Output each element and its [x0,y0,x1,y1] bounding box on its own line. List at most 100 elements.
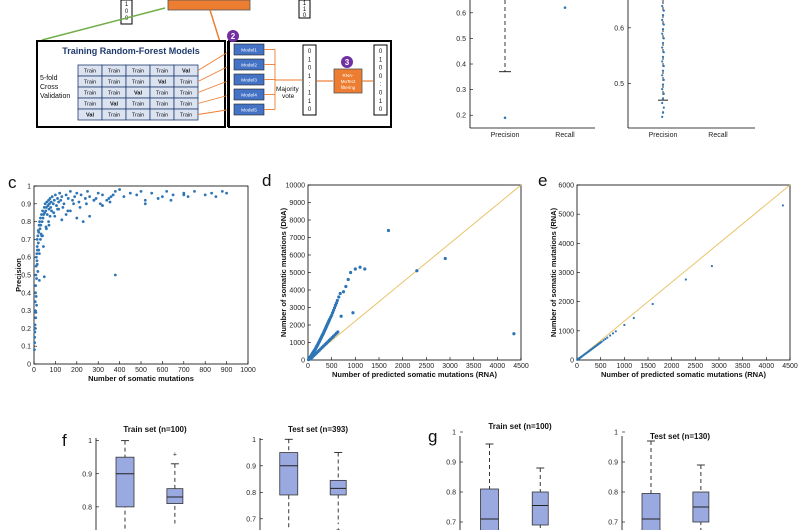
vote-value: 1 [308,57,312,63]
cv-cell-text: Train [108,80,120,86]
top-boxplot-left: 0.2 0.3 0.4 0.5 0.6 Precision Recall [456,0,595,139]
outlier-point [661,74,664,77]
data-point [353,267,357,271]
out-value: 0 [379,74,383,80]
bottom-boxplots: Train set (n=100) 0.8 0.9 1 + + Test set (n=39… [82,422,710,530]
step2-badge [227,30,239,42]
data-point [79,193,83,197]
data-point [33,335,37,339]
y-tick-label: 6000 [289,253,305,260]
data-point [34,294,38,298]
data-point [33,330,37,334]
step2-text: 2 [231,32,236,41]
data-point [341,290,346,294]
box [166,488,184,504]
data-point [45,200,49,204]
data-point [59,198,63,202]
data-point [611,332,615,335]
step3-badge [341,56,353,68]
x-tick-label: 3000 [711,363,727,370]
y-tick-label: 0 [570,358,574,365]
training-diagram: Training Random-Forest Models 5-fold Cro… [36,30,392,128]
category-label: Precision [649,132,678,139]
data-point [35,303,38,307]
cv-cell-text: Train [108,113,120,119]
y-axis-label: Number of somatic mutations (RNA) [549,207,558,337]
data-point [50,209,53,213]
data-point [143,202,147,206]
step3-text: 3 [345,58,350,67]
cv-cell-text: Train [108,69,120,75]
data-point [35,238,39,241]
data-point [113,189,117,193]
cv-cell-text: Train [132,80,144,86]
y-tick-label: 0.2 [456,113,466,120]
y-tick-label: 0.8 [608,490,618,497]
data-point [51,202,55,206]
cv-cell-text: Train [132,69,144,75]
subplot-title: Train set (n=100) [123,425,187,434]
data-point [337,295,341,299]
box [329,479,347,496]
data-point [50,195,54,199]
data-point [171,193,175,197]
x-tick-label: 4500 [513,363,529,370]
y-tick-label: 0.8 [446,490,456,497]
scatter-panel-d: 0 500 1000 1500 2000 2500 3000 3500 4000 4500 0 100… [279,183,529,380]
y-tick-label: 3000 [289,305,305,312]
data-point [57,200,61,204]
data-point [338,291,342,296]
y-tick-label: 0.7 [446,520,456,527]
y-tick-label: 0.9 [446,460,456,467]
cv-cell-text: Train [180,113,192,119]
panel-label-c: c [8,173,17,192]
outlier-point [661,69,665,72]
box [480,488,499,530]
y-tick-label: 3000 [558,270,574,277]
cv-cell-text: Train [180,91,192,97]
data-point [34,310,38,314]
outlier-point [563,6,567,9]
data-point [34,255,38,259]
data-point [73,195,77,199]
outlier-point [503,116,507,120]
box [531,491,549,526]
outlier-point [661,115,664,118]
data-point [609,334,612,337]
data-point [214,195,218,199]
data-point [105,198,109,202]
data-point [33,341,37,345]
data-point [88,214,92,218]
model-label: Model1 [241,48,257,54]
data-point [150,191,154,195]
vote-value: 0 [308,49,312,55]
data-point [81,220,85,224]
y-tick-label: 0.6 [456,10,466,17]
data-point [386,228,391,233]
data-point [335,298,339,303]
y-tick-label: 0.1 [21,344,31,351]
training-title: Training Random-Forest Models [62,46,200,56]
data-point [52,198,56,202]
x-tick-label: 3500 [735,363,751,370]
x-tick-label: 1500 [640,363,656,370]
data-point [349,270,353,275]
filter-label-3: filtering [341,85,356,90]
outlier-marker: + [336,527,340,530]
data-point [55,204,58,207]
x-tick-label: 800 [199,367,211,374]
x-tick-label: 100 [50,367,62,374]
data-point [60,195,64,199]
cv-cell-text: Train [84,80,96,86]
data-point [42,205,46,209]
cv-cell-text: Val [134,91,142,97]
x-tick-label: 2000 [395,363,411,370]
data-point [614,330,617,333]
data-point [710,264,714,268]
y-tick-label: 0.5 [21,273,31,280]
y-tick-label: 1 [252,437,256,444]
outlier-point [661,111,665,114]
data-point [47,207,51,211]
outlier-point [661,88,664,91]
top-box-vec-left [120,0,133,25]
